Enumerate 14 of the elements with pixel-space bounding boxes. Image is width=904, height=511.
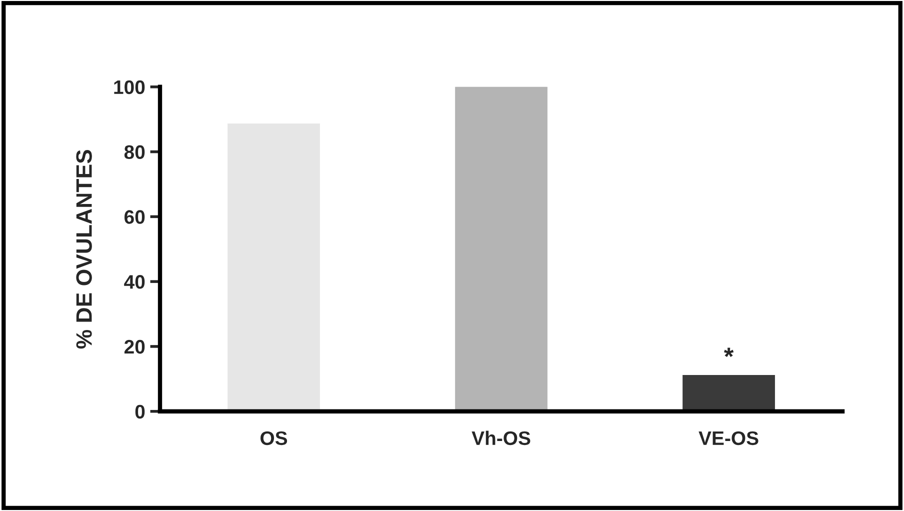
y-tick-label: 20 xyxy=(124,340,145,354)
y-tick-label: 40 xyxy=(124,275,145,289)
x-tick-label: OS xyxy=(260,431,288,446)
bar xyxy=(682,374,775,412)
y-tick-label: 80 xyxy=(124,145,145,160)
y-tick-label: 0 xyxy=(135,404,145,419)
bar xyxy=(455,86,548,412)
x-tick-label: Vh-OS xyxy=(472,430,530,446)
y-axis-title: % DE OVULANTES xyxy=(76,150,92,349)
annotation: * xyxy=(724,348,734,358)
bar xyxy=(228,123,320,412)
y-tick-label: 100 xyxy=(114,80,145,94)
x-tick-label: VE-OS xyxy=(698,431,758,446)
y-tick-label: 60 xyxy=(124,210,145,224)
